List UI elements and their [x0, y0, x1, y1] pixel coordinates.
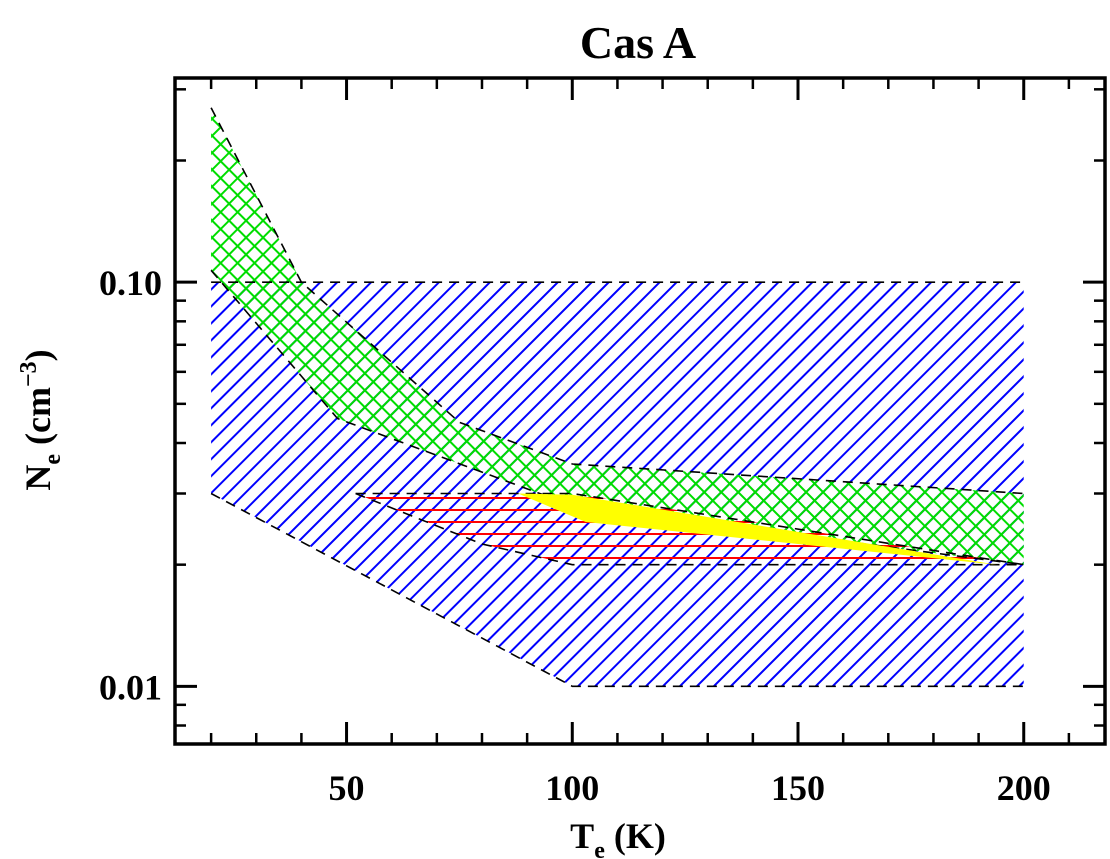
y-tick-label: 0.10	[99, 263, 162, 303]
y-axis-label: Ne (cm−3)	[16, 349, 66, 490]
y-tick-label: 0.01	[99, 667, 162, 707]
y-axis-label-main: N	[18, 465, 58, 491]
plot-frame	[173, 76, 1107, 746]
x-axis-label-main: T	[570, 816, 594, 856]
y-axis-label-unit-exp: −3	[16, 361, 42, 387]
x-tick-label: 200	[997, 768, 1051, 808]
y-axis-label-sub: e	[40, 454, 66, 465]
axes: 50 100 150 200 0.01 0.10	[99, 76, 1107, 808]
region-upper-boundary-3	[355, 492, 1024, 566]
region-lower-boundary-3	[355, 492, 1024, 566]
x-axis-label-sub: e	[594, 838, 605, 859]
hatched-region-3	[211, 107, 1024, 565]
x-tick-label: 50	[329, 768, 365, 808]
y-axis-label-unit-post: )	[18, 349, 58, 361]
x-axis-label-unit: (K)	[605, 816, 666, 856]
region-lower-boundary-1	[210, 492, 1024, 688]
intersection-region	[518, 493, 997, 565]
x-axis-label: Te (K)	[570, 816, 666, 859]
plot-regions	[210, 107, 1024, 688]
y-axis-label-unit-pre: (cm	[18, 387, 58, 454]
x-tick-label: 150	[771, 768, 825, 808]
x-tick-label: 100	[545, 768, 599, 808]
chart-title: Cas A	[580, 17, 696, 68]
